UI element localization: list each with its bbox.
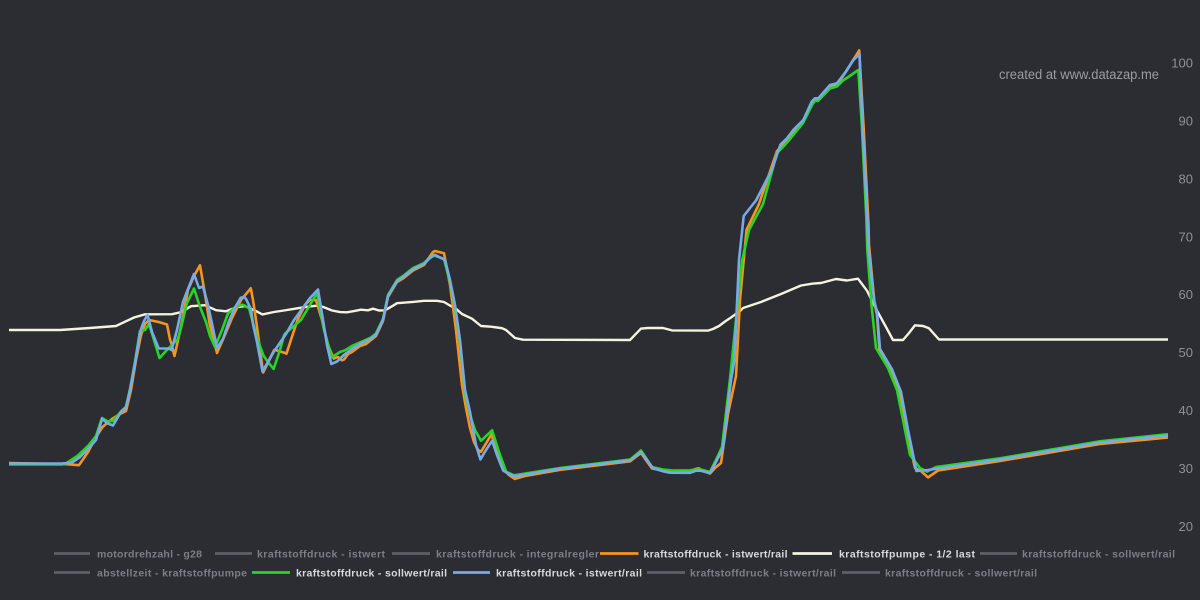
svg-text:70: 70 xyxy=(1179,229,1193,244)
svg-text:40: 40 xyxy=(1179,403,1193,418)
svg-text:kraftstoffdruck - sollwert/rai: kraftstoffdruck - sollwert/rail xyxy=(296,567,447,579)
svg-text:motordrehzahl - g28: motordrehzahl - g28 xyxy=(97,548,202,560)
svg-text:kraftstoffdruck - istwert/rail: kraftstoffdruck - istwert/rail xyxy=(496,567,642,579)
svg-text:100: 100 xyxy=(1171,56,1193,71)
svg-text:kraftstoffdruck - integralregl: kraftstoffdruck - integralregler xyxy=(436,548,599,560)
svg-text:kraftstoffdruck - istwert: kraftstoffdruck - istwert xyxy=(257,548,386,560)
svg-text:20: 20 xyxy=(1179,519,1193,534)
svg-text:30: 30 xyxy=(1179,461,1193,476)
svg-text:80: 80 xyxy=(1179,171,1193,186)
svg-text:created at www.datazap.me: created at www.datazap.me xyxy=(999,67,1159,82)
svg-text:kraftstoffdruck - sollwert/rai: kraftstoffdruck - sollwert/rail xyxy=(885,567,1037,579)
svg-text:abstellzeit - kraftstoffpumpe: abstellzeit - kraftstoffpumpe xyxy=(97,567,247,579)
svg-text:kraftstoffdruck - istwert/rail: kraftstoffdruck - istwert/rail xyxy=(644,548,788,560)
svg-text:kraftstoffpumpe - 1/2 last: kraftstoffpumpe - 1/2 last xyxy=(839,548,976,560)
svg-text:60: 60 xyxy=(1179,287,1193,302)
svg-text:50: 50 xyxy=(1179,345,1193,360)
svg-text:90: 90 xyxy=(1179,114,1193,129)
svg-text:kraftstoffdruck - sollwert/rai: kraftstoffdruck - sollwert/rail xyxy=(1022,548,1175,560)
svg-text:kraftstoffdruck - istwert/rail: kraftstoffdruck - istwert/rail xyxy=(690,567,836,579)
